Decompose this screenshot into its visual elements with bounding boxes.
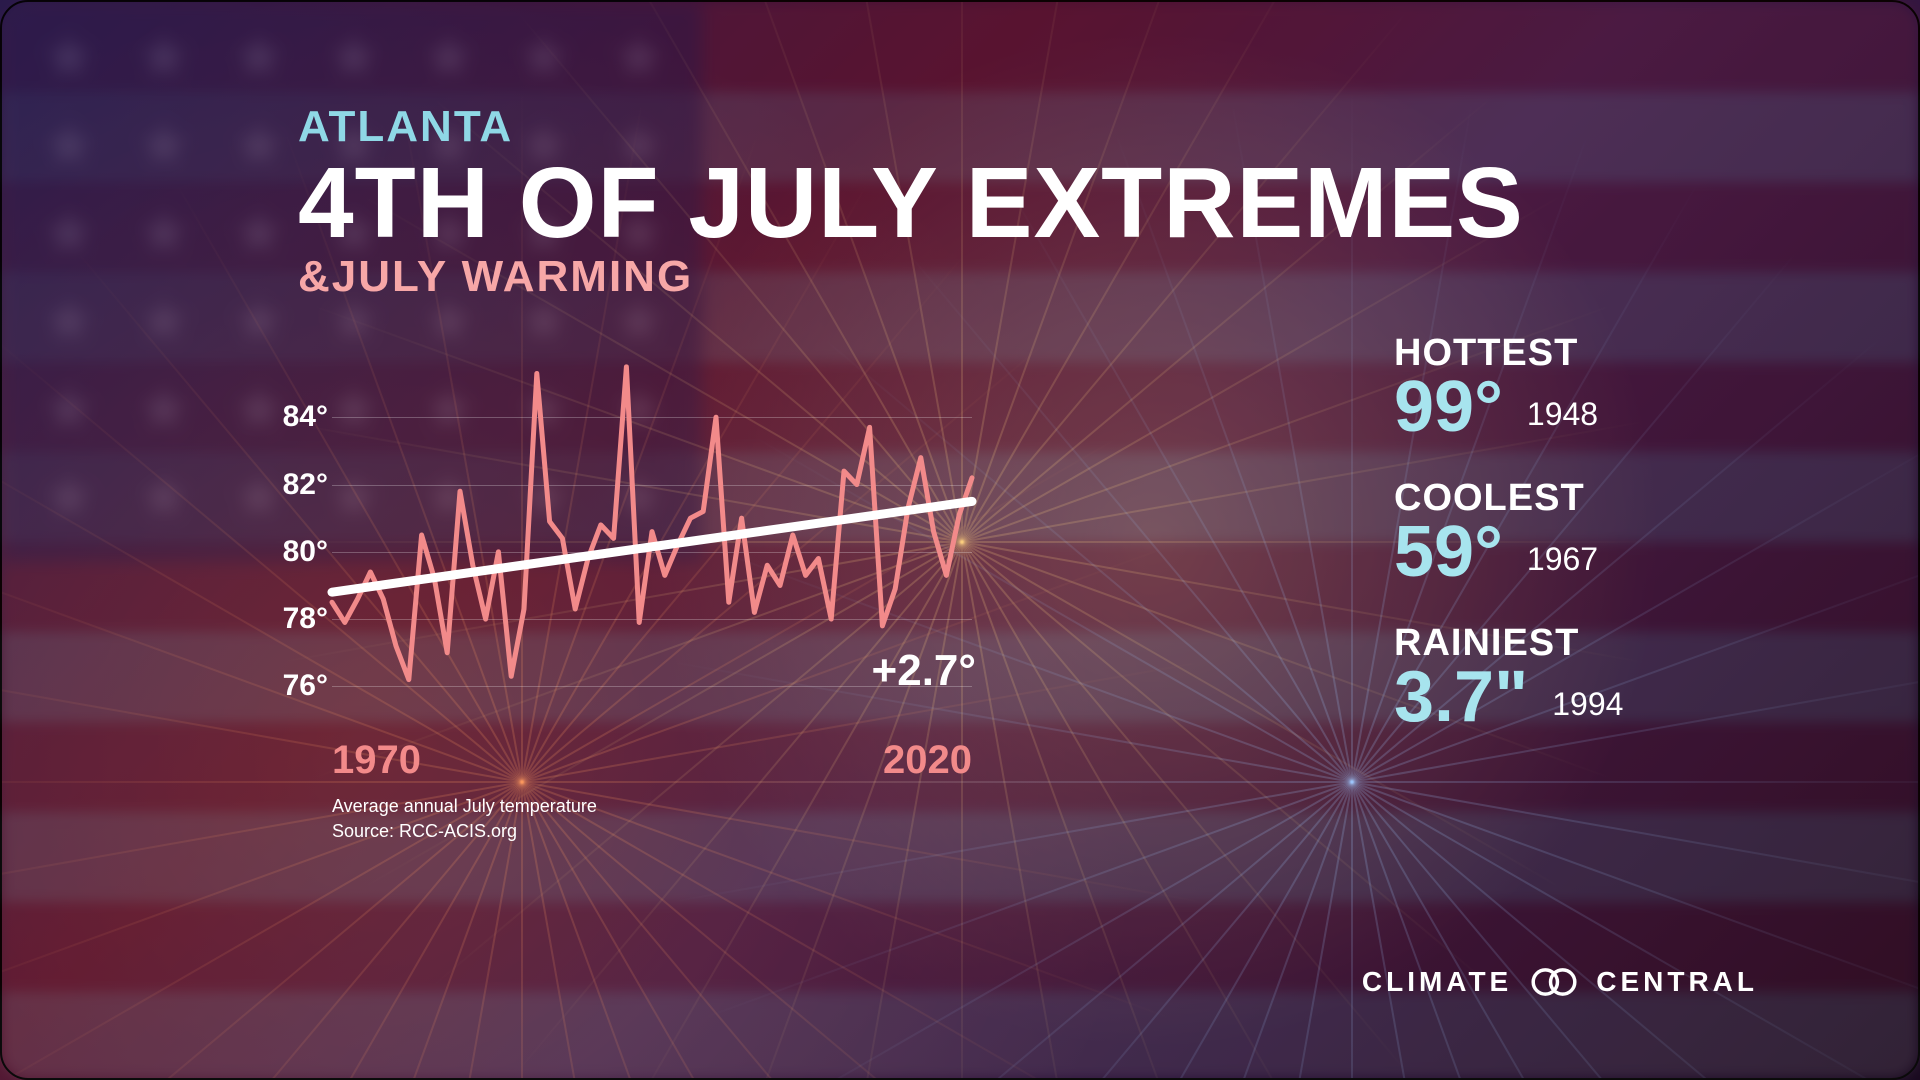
x-axis-labels: 1970 2020 [332, 738, 972, 783]
climate-central-logo: CLIMATE CENTRAL [1362, 966, 1758, 998]
y-tick-label: 78° [258, 602, 328, 636]
y-axis-ticks: 76° 78° 80° 82° 84° [258, 350, 328, 720]
extreme-item: HOTTEST99°1948 [1394, 332, 1774, 443]
logo-icon [1528, 966, 1580, 998]
extremes-panel: HOTTEST99°1948COOLEST59°1967RAINIEST3.7"… [1394, 332, 1774, 767]
y-tick-label: 82° [258, 468, 328, 502]
logo-text-left: CLIMATE [1362, 966, 1512, 998]
infographic-container: ATLANTA 4TH OF JULY EXTREMES &JULY WARMI… [2, 2, 1918, 1078]
headline: 4TH OF JULY EXTREMES [298, 158, 1798, 248]
x-label-end: 2020 [883, 738, 972, 783]
extreme-year: 1967 [1527, 541, 1598, 588]
trend-delta-label: +2.7° [872, 646, 976, 696]
chart-caption: Average annual July temperature Source: … [332, 794, 597, 844]
title-block: ATLANTA 4TH OF JULY EXTREMES &JULY WARMI… [298, 102, 1798, 302]
logo-text-right: CENTRAL [1596, 966, 1758, 998]
extreme-item: COOLEST59°1967 [1394, 477, 1774, 588]
y-tick-label: 84° [258, 400, 328, 434]
x-label-start: 1970 [332, 738, 421, 783]
extreme-item: RAINIEST3.7"1994 [1394, 622, 1774, 733]
temperature-series [332, 367, 972, 680]
chart: 76°78°80°82°84° +2.7° 1970 2020 Average … [332, 350, 972, 720]
city-label: ATLANTA [298, 102, 1798, 152]
extreme-value: 3.7" [1394, 661, 1528, 733]
caption-line-1: Average annual July temperature [332, 794, 597, 819]
y-tick-label: 80° [258, 535, 328, 569]
caption-line-2: Source: RCC-ACIS.org [332, 819, 597, 844]
extreme-year: 1948 [1527, 396, 1598, 443]
subtitle: &JULY WARMING [298, 252, 1798, 302]
extreme-value: 99° [1394, 371, 1503, 443]
y-tick-label: 76° [258, 669, 328, 703]
extreme-value: 59° [1394, 516, 1503, 588]
extreme-year: 1994 [1552, 686, 1623, 733]
